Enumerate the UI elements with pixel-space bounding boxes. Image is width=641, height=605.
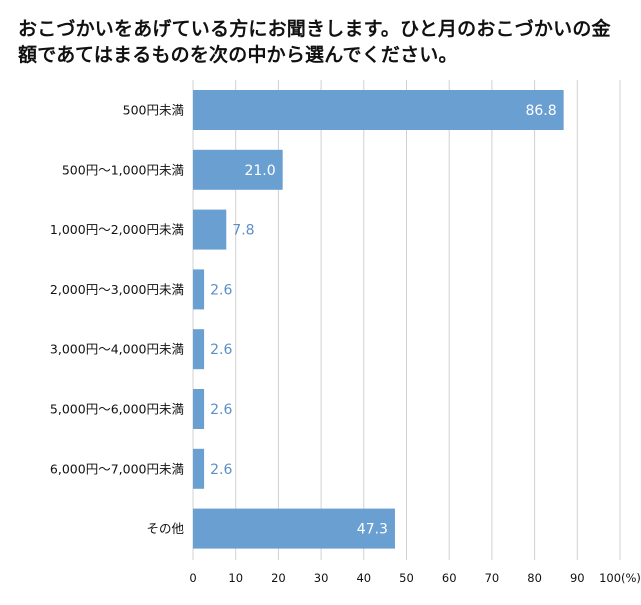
bar (193, 329, 205, 370)
value-label: 86.8 (525, 103, 556, 119)
category-labels: 500円未満 500円～1,000円未満 1,000円～2,000円未満 2,000円… (50, 103, 185, 537)
x-tick-label: 50 (399, 571, 414, 585)
x-tick-label: 10 (228, 571, 243, 585)
x-tick-label: 30 (314, 571, 329, 585)
category-label: 500円～1,000円未満 (62, 162, 184, 177)
category-label: その他 (146, 521, 184, 536)
bar (193, 209, 227, 250)
x-tick-label: 60 (442, 571, 457, 585)
value-label: 21.0 (244, 163, 275, 179)
value-label: 2.6 (210, 462, 232, 478)
chart-title: おこづかいをあげている方にお聞きします。ひと月のおこづかいの金額であてはまるもの… (18, 18, 611, 66)
value-label: 2.6 (210, 342, 232, 358)
category-label: 500円未満 (123, 103, 184, 118)
x-tick-label: 0 (189, 571, 196, 585)
value-label: 2.6 (210, 402, 232, 418)
bar (193, 508, 395, 549)
x-axis-ticks: 0 10 20 30 40 50 60 70 80 90 100(%) (189, 571, 641, 585)
value-label: 7.8 (232, 223, 254, 239)
x-tick-label: 100(%) (599, 571, 641, 585)
category-label: 6,000円～7,000円未満 (50, 461, 184, 476)
value-label: 47.3 (357, 522, 388, 538)
category-label: 3,000円～4,000円未満 (50, 342, 184, 357)
category-label: 2,000円～3,000円未満 (50, 282, 184, 297)
bars (193, 90, 564, 549)
x-tick-label: 40 (356, 571, 371, 585)
value-label: 2.6 (210, 282, 232, 298)
x-tick-label: 90 (570, 571, 585, 585)
x-tick-label: 80 (527, 571, 542, 585)
bar (193, 448, 205, 489)
bar (193, 90, 564, 130)
bar (193, 269, 205, 310)
bar (193, 389, 205, 429)
x-tick-label: 70 (485, 571, 500, 585)
category-label: 5,000円～6,000円未満 (50, 402, 184, 417)
value-labels: 86.8 21.0 7.8 2.6 2.6 2.6 2.6 47.3 (210, 103, 557, 538)
category-label: 1,000円～2,000円未満 (50, 222, 184, 237)
x-tick-label: 20 (271, 571, 286, 585)
bar (193, 149, 283, 190)
